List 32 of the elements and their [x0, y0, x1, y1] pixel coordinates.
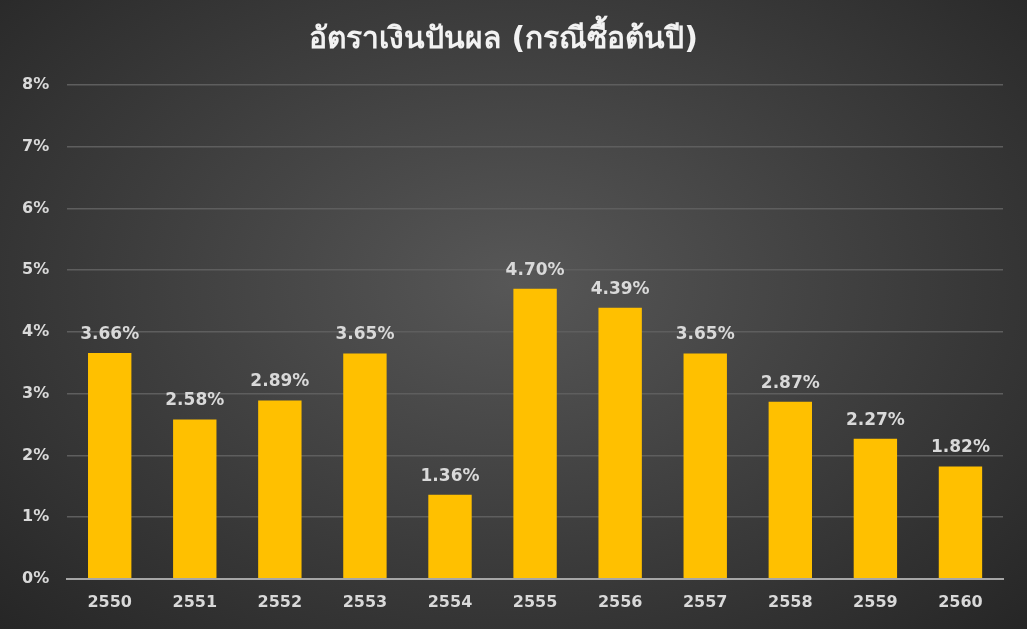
x-tick-label: 2554: [427, 591, 473, 611]
data-label: 2.27%: [845, 408, 905, 429]
data-label: 1.36%: [420, 464, 480, 485]
data-label: 4.39%: [590, 277, 650, 298]
y-tick-label: 8%: [21, 74, 50, 94]
data-label: 3.65%: [675, 323, 735, 344]
x-tick-label: 2551: [172, 591, 218, 611]
data-label: 4.70%: [505, 258, 565, 279]
data-label: 2.89%: [250, 370, 310, 391]
x-tick-label: 2552: [257, 591, 303, 611]
x-tick-label: 2555: [512, 591, 558, 611]
y-tick-label: 6%: [21, 197, 50, 217]
x-tick-label: 2558: [768, 591, 813, 611]
x-tick-label: 2557: [682, 591, 728, 611]
y-tick-label: 4%: [21, 321, 50, 341]
x-tick-label: 2559: [853, 591, 898, 611]
data-label: 1.82%: [930, 436, 990, 457]
y-tick-label: 1%: [21, 506, 50, 526]
data-label: 3.65%: [335, 323, 395, 344]
y-tick-label: 5%: [21, 259, 50, 279]
x-tick-label: 2556: [597, 591, 643, 611]
chart-title: อัตราเงินปันผล (กรณีซื้อต้นปี): [309, 14, 698, 55]
y-tick-label: 0%: [21, 567, 50, 587]
data-label: 2.87%: [760, 371, 820, 392]
data-label: 2.58%: [165, 389, 225, 410]
y-tick-label: 3%: [21, 382, 50, 402]
x-tick-label: 2553: [342, 591, 388, 611]
data-label: 3.66%: [80, 322, 140, 343]
x-tick-label: 2550: [87, 591, 132, 611]
y-tick-label: 2%: [21, 444, 50, 464]
x-tick-label: 2560: [938, 591, 983, 611]
y-tick-label: 7%: [21, 135, 50, 155]
